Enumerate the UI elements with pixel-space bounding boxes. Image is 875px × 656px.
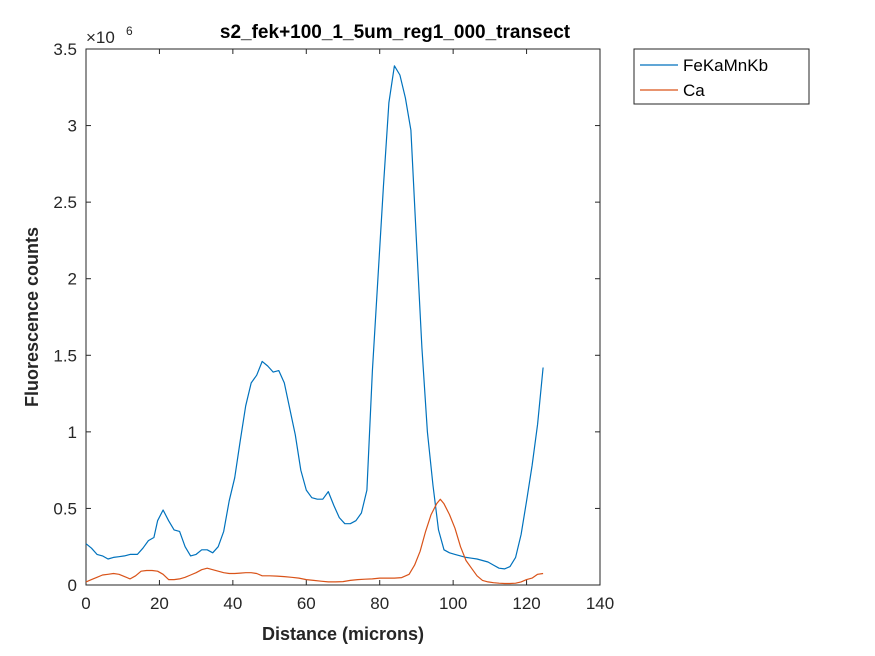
x-tick-label: 0 [81,594,90,613]
legend-label-fekamnkb: FeKaMnKb [683,56,768,75]
x-tick-label: 60 [297,594,316,613]
x-tick-label: 120 [512,594,540,613]
legend: FeKaMnKb Ca [633,48,810,105]
x-tick-label: 40 [223,594,242,613]
x-tick-label: 20 [150,594,169,613]
y-tick-label: 1.5 [53,346,77,365]
y-tick-label: 1 [68,423,77,442]
y-tick-label: 3.5 [53,40,77,59]
y-exponent-power: 6 [126,24,133,38]
chart-title: s2_fek+100_1_5um_reg1_000_transect [220,22,571,43]
y-axis-title: Fluorescence counts [22,227,42,407]
y-tick-label: 0 [68,576,77,595]
y-tick-label: 2 [68,270,77,289]
plot-area [85,48,601,586]
legend-label-ca: Ca [683,81,705,100]
y-tick-label: 0.5 [53,499,77,518]
legend-box [633,48,810,105]
series-lines [85,65,544,585]
y-exponent-label: ×10 6 [86,24,133,47]
y-axis-ticks: 0 0.5 1 1.5 2 2.5 3 3.5 [53,40,600,595]
series-line-ca [85,498,544,585]
series-line-fekamnkb [85,65,544,570]
y-exponent-base: ×10 [86,28,115,47]
x-tick-label: 140 [586,594,614,613]
x-tick-label: 80 [370,594,389,613]
y-tick-label: 2.5 [53,193,77,212]
x-tick-label: 100 [439,594,467,613]
y-tick-label: 3 [68,117,77,136]
x-axis-title: Distance (microns) [262,624,424,644]
x-axis-ticks: 0 20 40 60 80 100 120 140 [81,49,614,613]
